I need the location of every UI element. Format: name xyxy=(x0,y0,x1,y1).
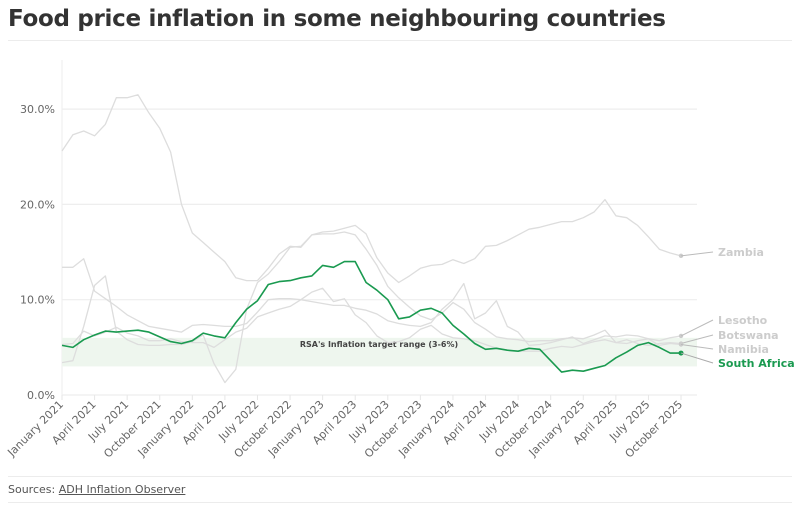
x-tick-label: October 2024 xyxy=(492,398,555,461)
y-tick-label: 10.0% xyxy=(20,294,55,307)
chart-title: Food price inflation in some neighbourin… xyxy=(8,6,666,32)
leader-line-botswana xyxy=(680,334,714,345)
series-line-botswana xyxy=(61,231,682,384)
leader-line-south-africa xyxy=(680,352,714,364)
leader-line-namibia xyxy=(680,343,714,350)
sources-prefix: Sources: xyxy=(8,483,59,496)
x-tick-label: October 2021 xyxy=(101,398,164,461)
line-chart: RSA's Inflation target range (3-6%) 0.0%… xyxy=(4,60,795,461)
x-tick-label: October 2022 xyxy=(232,398,295,461)
series-label-botswana: Botswana xyxy=(718,329,779,342)
y-tick-label: 20.0% xyxy=(20,198,55,211)
y-axis: 0.0% 10.0% 20.0% 30.0% xyxy=(20,103,55,402)
series-label-zambia: Zambia xyxy=(718,246,764,259)
target-range-label: RSA's Inflation target range (3-6%) xyxy=(300,340,458,349)
series-line-zambia xyxy=(61,94,682,284)
y-tick-label: 30.0% xyxy=(20,103,55,116)
series-line-lesotho xyxy=(62,258,682,347)
end-marker-namibia xyxy=(678,342,684,347)
series-line-south-africa xyxy=(61,260,681,373)
x-tick-label: October 2023 xyxy=(362,398,425,461)
series-lines xyxy=(61,94,682,384)
leader-line-lesotho xyxy=(680,319,714,337)
series-label-south-africa: South Africa xyxy=(718,357,795,370)
title-divider xyxy=(8,40,792,41)
x-tick-label: October 2025 xyxy=(623,398,686,461)
footer-divider-bottom xyxy=(8,502,792,503)
footer-divider-top xyxy=(8,476,792,477)
sources-note: Sources: ADH Inflation Observer xyxy=(8,483,185,496)
target-band: RSA's Inflation target range (3-6%) xyxy=(62,337,697,367)
series-label-lesotho: Lesotho xyxy=(718,314,768,327)
sources-link[interactable]: ADH Inflation Observer xyxy=(58,483,186,496)
x-tick-label: January 2021 xyxy=(4,398,66,460)
leader-line-zambia xyxy=(680,251,714,257)
series-label-namibia: Namibia xyxy=(718,343,769,356)
y-tick-label: 0.0% xyxy=(27,389,55,402)
